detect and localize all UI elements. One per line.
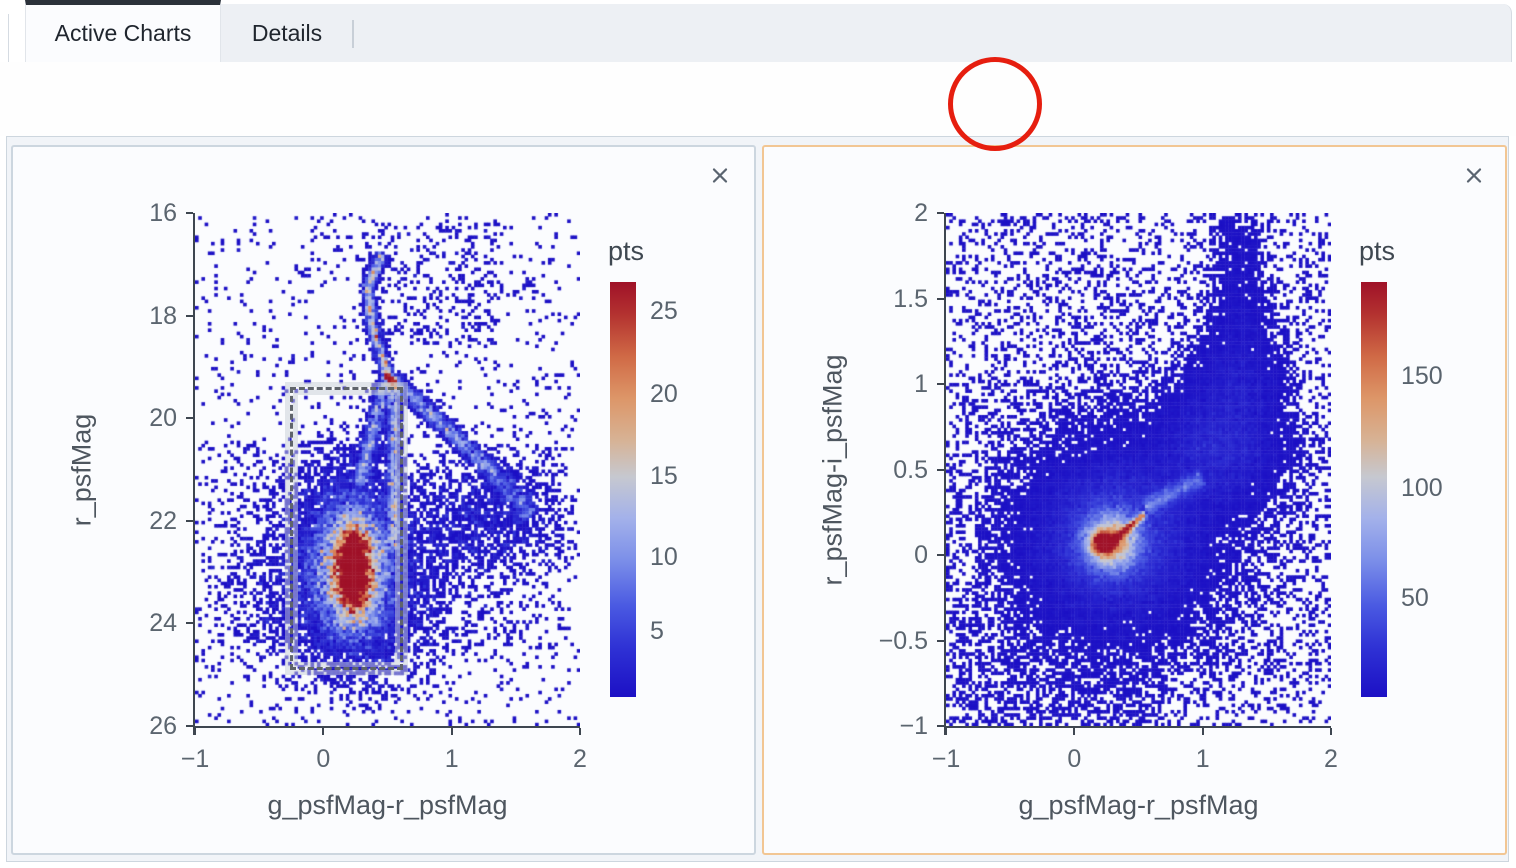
tab-strip	[221, 4, 1512, 63]
y-axis-tick-label: 1.5	[893, 284, 928, 313]
colorbar-title: pts	[608, 236, 645, 266]
heatmap-canvas[interactable]	[946, 213, 1331, 726]
y-axis-tick-label: 24	[149, 609, 177, 638]
x-axis-tick-label: 0	[316, 745, 331, 773]
y-axis-tick-label: 2	[914, 199, 928, 227]
y-axis-tick	[937, 212, 944, 214]
charts-container: 16 18 20 22 24 26 −1 0 1 2 r_psfMag g_psfMag-r_psfM…	[6, 136, 1509, 862]
x-axis-tick	[450, 728, 453, 735]
y-axis-tick	[186, 212, 193, 214]
tab-active-charts-label: Active Charts	[54, 20, 192, 46]
y-axis-tick	[937, 383, 944, 385]
x-axis-tick	[579, 728, 581, 735]
y-axis-label: r_psfMag-i_psfMag	[817, 353, 848, 586]
y-axis-tick	[186, 622, 193, 625]
close-icon	[1466, 167, 1482, 183]
x-axis-line	[193, 726, 580, 728]
colorbar-tick-label: 15	[650, 461, 678, 490]
tab-details-label: Details	[251, 19, 323, 46]
y-axis-label: r_psfMag	[66, 413, 97, 526]
y-axis-tick	[937, 639, 944, 642]
x-axis-tick-label: −1	[180, 745, 210, 773]
y-axis-tick	[937, 554, 944, 556]
selection-box[interactable]	[289, 387, 403, 670]
y-axis-line	[944, 213, 946, 735]
chart-panel-left: 16 18 20 22 24 26 −1 0 1 2 r_psfMag g_psfMag-r_psfM…	[11, 145, 756, 855]
colorbar-tick-label: 20	[650, 380, 678, 409]
tab-active-charts[interactable]: Active Charts	[25, 0, 221, 62]
y-axis-tick	[937, 725, 944, 727]
y-axis-tick	[937, 297, 944, 300]
plot-area[interactable]: 2 1.5 1 0.5 0 −0.5 −1 −1 0 1 2 r_psfMag-i_psfMag g_p…	[818, 199, 1443, 820]
colorbar-title: pts	[1359, 236, 1396, 266]
y-axis-tick-label: 20	[149, 404, 177, 433]
colorbar-tick-label: 5	[650, 617, 664, 646]
y-axis-tick	[186, 725, 193, 727]
y-axis-tick-label: 1	[914, 370, 928, 398]
x-axis-tick	[1330, 728, 1332, 735]
plot-area[interactable]: 16 18 20 22 24 26 −1 0 1 2 r_psfMag g_psfMag-r_psfM…	[67, 199, 678, 820]
close-chart-button[interactable]	[1458, 159, 1490, 191]
colorbar-tick-label: 50	[1401, 583, 1429, 612]
y-axis-tick-label: 0	[914, 541, 928, 569]
chart-toolbar: 1X	[0, 62, 1516, 192]
y-axis-tick-label: 26	[149, 712, 177, 740]
colorbar-tick-label: 100	[1401, 473, 1443, 502]
x-axis-tick-label: 1	[1195, 745, 1210, 773]
chart-area-right[interactable]: 2 1.5 1 0.5 0 −0.5 −1 −1 0 1 2 r_psfMag-i_psfMag g_p…	[764, 147, 1505, 853]
y-axis-tick-label: 0.5	[893, 455, 928, 484]
y-axis-tick	[186, 417, 193, 420]
y-axis-tick-label: 22	[149, 506, 177, 535]
x-axis-label: g_psfMag-r_psfMag	[1018, 790, 1259, 820]
chart-panel-right: 2 1.5 1 0.5 0 −0.5 −1 −1 0 1 2 r_psfMag-i_psfMag g_p…	[762, 145, 1507, 855]
close-icon	[712, 167, 728, 183]
y-axis-tick-label: 18	[149, 301, 177, 330]
x-axis-tick	[194, 728, 196, 735]
tab-details[interactable]: Details	[232, 6, 342, 60]
x-axis-tick	[1073, 728, 1076, 735]
y-axis-line	[193, 213, 195, 735]
close-chart-button[interactable]	[704, 159, 736, 191]
y-axis-tick	[186, 314, 193, 317]
x-axis-tick-label: 1	[444, 745, 459, 773]
x-axis-tick-label: 2	[573, 745, 587, 773]
tab-separator	[352, 20, 354, 48]
x-axis-label: g_psfMag-r_psfMag	[267, 790, 508, 820]
y-axis-tick-label: −0.5	[878, 626, 928, 655]
y-axis-tick	[186, 519, 193, 522]
x-axis-tick-label: 0	[1067, 745, 1082, 773]
y-axis-tick-label: −1	[899, 712, 928, 740]
x-axis-line	[944, 726, 1331, 728]
colorbar-tick-label: 150	[1401, 362, 1443, 391]
x-axis-tick	[322, 728, 325, 735]
x-axis-tick-label: −1	[931, 745, 961, 773]
heatmap-canvas[interactable]	[195, 213, 580, 726]
colorbar-tick-label: 10	[650, 542, 678, 571]
colorbar-tick-label: 25	[650, 297, 678, 326]
colorbar	[610, 282, 636, 697]
y-axis-tick	[937, 468, 944, 471]
colorbar	[1361, 282, 1387, 697]
y-axis-tick-label: 16	[149, 199, 177, 227]
x-axis-tick	[945, 728, 947, 735]
chart-area-left[interactable]: 16 18 20 22 24 26 −1 0 1 2 r_psfMag g_psfMag-r_psfM…	[13, 147, 754, 853]
x-axis-tick	[1201, 728, 1204, 735]
x-axis-tick-label: 2	[1324, 745, 1338, 773]
